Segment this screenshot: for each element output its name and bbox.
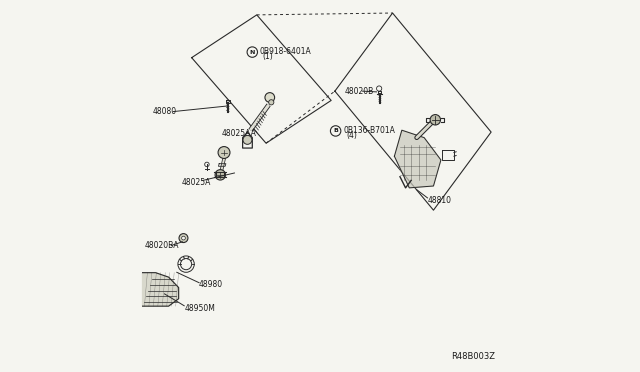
Text: 0B918-6401A: 0B918-6401A xyxy=(260,47,312,56)
Polygon shape xyxy=(143,273,179,306)
Polygon shape xyxy=(394,130,441,188)
Text: 48980: 48980 xyxy=(199,280,223,289)
Text: 48020BA: 48020BA xyxy=(145,241,179,250)
Circle shape xyxy=(182,236,186,240)
Text: B: B xyxy=(333,128,338,134)
Text: 48950M: 48950M xyxy=(184,304,215,313)
Text: R48B003Z: R48B003Z xyxy=(451,352,495,361)
Text: 48810: 48810 xyxy=(428,196,452,205)
Text: N: N xyxy=(250,49,255,55)
Circle shape xyxy=(430,115,440,125)
Text: (1): (1) xyxy=(262,52,273,61)
Circle shape xyxy=(269,100,274,105)
Text: 48025A: 48025A xyxy=(182,178,211,187)
Text: (4): (4) xyxy=(346,131,357,140)
Circle shape xyxy=(243,135,252,144)
Circle shape xyxy=(265,93,275,102)
Text: 48025AA: 48025AA xyxy=(221,129,256,138)
Text: 48020B: 48020B xyxy=(344,87,373,96)
Circle shape xyxy=(179,234,188,243)
Circle shape xyxy=(215,170,225,180)
Text: 48080: 48080 xyxy=(152,107,177,116)
Circle shape xyxy=(218,147,230,158)
Text: 0B136-B701A: 0B136-B701A xyxy=(343,126,395,135)
